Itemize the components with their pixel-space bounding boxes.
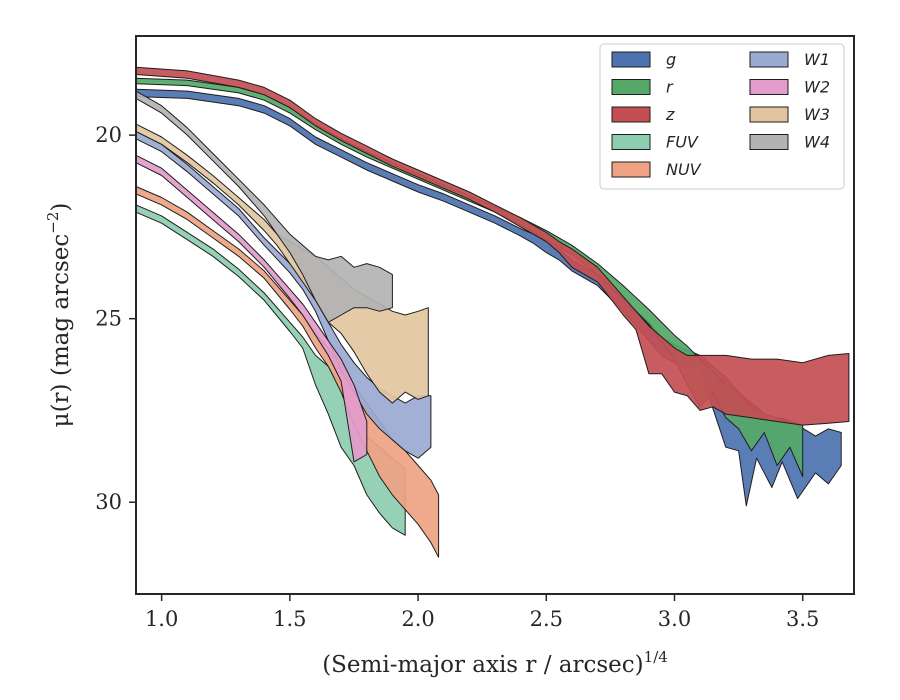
band-w4 — [135, 90, 393, 323]
y-tick-label: 20 — [95, 123, 122, 147]
x-axis-ticks: 1.0 1.5 2.0 2.5 3.0 3.5 — [145, 594, 819, 631]
band-g — [135, 88, 842, 507]
legend-swatch-z — [611, 106, 651, 123]
band-z — [135, 66, 850, 426]
x-tick-label: 3.5 — [786, 607, 819, 631]
legend-label-w4: W4 — [804, 133, 830, 152]
legend-swatch-w1 — [749, 51, 789, 68]
band-w2 — [135, 154, 368, 463]
y-axis-ticks: 20 25 30 — [95, 123, 136, 514]
legend-swatch-g — [611, 51, 651, 68]
legend: grz FUV NUV W1 W2 W3 W4 — [599, 43, 845, 190]
x-tick-label: 1.5 — [273, 607, 306, 631]
y-axis-label: μ(r) (mag arcsec−2) — [44, 203, 74, 428]
legend-swatch-r — [611, 79, 651, 95]
legend-swatch-nuv — [611, 161, 651, 178]
legend-label-z: z — [665, 105, 675, 124]
legend-label-nuv: NUV — [666, 160, 702, 179]
x-axis-label: (Semi-major axis r / arcsec)1/4 — [322, 648, 668, 678]
series-bands — [135, 66, 850, 558]
legend-swatch-w3 — [749, 106, 789, 123]
plot-frame — [135, 35, 855, 595]
x-tick-label: 1.0 — [145, 607, 178, 631]
legend-label-w2: W2 — [804, 78, 830, 97]
y-tick-label: 25 — [95, 307, 122, 331]
legend-label-w3: W3 — [804, 105, 830, 124]
legend-swatch-w4 — [749, 134, 789, 150]
x-tick-label: 2.5 — [530, 607, 563, 631]
y-tick-label: 30 — [95, 490, 122, 514]
band-fuv — [135, 204, 406, 536]
legend-swatch-w2 — [749, 79, 789, 95]
legend-label-g: g — [666, 50, 676, 69]
legend-label-fuv: FUV — [666, 133, 699, 152]
legend-label-r: r — [666, 78, 674, 97]
x-tick-label: 2.0 — [401, 607, 434, 631]
x-tick-label: 3.0 — [658, 607, 691, 631]
band-nuv — [135, 186, 440, 558]
legend-label-w1: W1 — [804, 50, 830, 69]
legend-swatch-fuv — [611, 134, 651, 150]
